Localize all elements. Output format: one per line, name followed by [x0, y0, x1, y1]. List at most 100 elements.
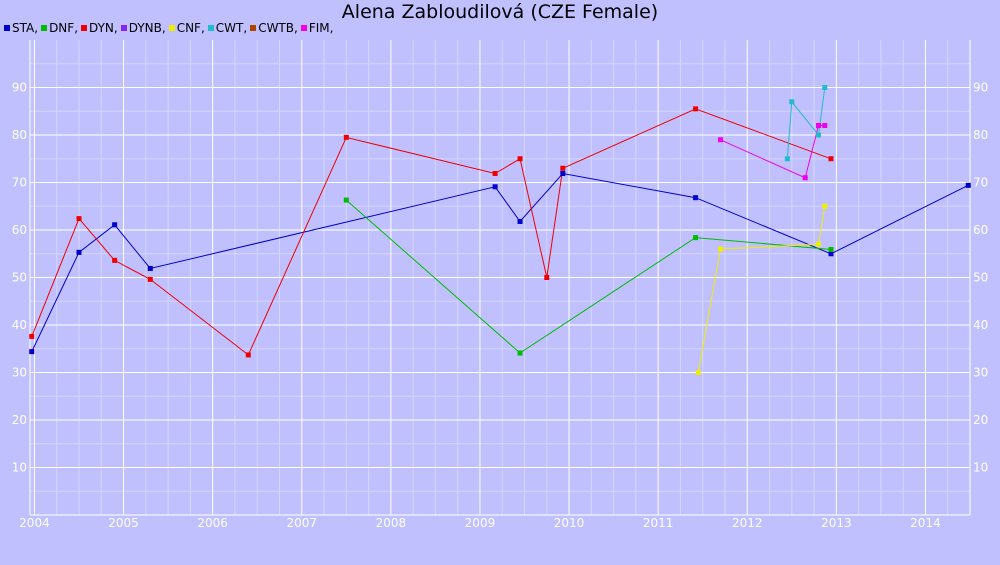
legend-item: FIM,: [300, 21, 333, 35]
data-point-dnf: [693, 235, 699, 241]
y-tick-label-left: 60: [12, 223, 27, 237]
y-tick-label-left: 10: [12, 461, 27, 475]
data-point-sta: [517, 218, 523, 224]
series-line-sta: [31, 172, 969, 352]
y-tick-label-right: 20: [973, 413, 988, 427]
data-point-cnf: [816, 241, 822, 247]
legend-item: STA,: [4, 21, 38, 35]
data-point-dyn: [343, 134, 349, 140]
legend-swatch: [41, 25, 48, 31]
legend-swatch: [300, 25, 307, 31]
x-tick-label: 2012: [732, 516, 763, 530]
y-tick-label-left: 80: [12, 128, 27, 142]
data-point-cwt: [784, 156, 790, 162]
x-tick-label: 2013: [821, 516, 852, 530]
data-point-cwt: [789, 99, 795, 105]
data-point-sta: [828, 251, 834, 257]
legend: STA, DNF, DYN, DYNB, CNF, CWT, CWTB, FIM,: [4, 20, 336, 35]
y-tick-label-left: 70: [12, 176, 27, 190]
data-point-fim: [802, 175, 808, 181]
data-point-dyn: [492, 170, 498, 176]
y-tick-label-left: 20: [12, 413, 27, 427]
data-point-dyn: [147, 276, 153, 282]
legend-label: STA: [12, 21, 35, 35]
legend-label: CNF: [176, 21, 201, 35]
series-line-dyn: [31, 108, 832, 356]
x-tick-label: 2007: [286, 516, 317, 530]
x-tick-label: 2009: [465, 516, 496, 530]
major-grid: [30, 40, 970, 515]
data-point-dyn: [828, 156, 834, 162]
x-tick-label: 2011: [643, 516, 674, 530]
data-point-sta: [112, 222, 118, 228]
data-point-sta: [29, 349, 35, 355]
y-tick-label-right: 90: [973, 81, 988, 95]
y-tick-label-left: 40: [12, 318, 27, 332]
y-tick-label-left: 50: [12, 271, 27, 285]
x-tick-label: 2008: [376, 516, 407, 530]
y-tick-label-right: 80: [973, 128, 988, 142]
data-point-sta: [147, 265, 153, 271]
data-point-sta: [693, 195, 699, 201]
y-tick-label-right: 70: [973, 176, 988, 190]
series-line-dnf: [345, 199, 832, 354]
legend-item: DYN,: [81, 21, 118, 35]
data-point-sta: [492, 184, 498, 190]
legend-swatch: [81, 25, 88, 31]
legend-label: DYNB: [128, 21, 162, 35]
legend-swatch: [207, 25, 214, 31]
legend-swatch: [120, 25, 127, 31]
data-point-sta: [76, 249, 82, 255]
data-point-dyn: [29, 333, 35, 339]
y-tick-label-right: 10: [973, 461, 988, 475]
legend-item: CWT,: [207, 21, 247, 35]
legend-label: FIM: [308, 21, 330, 35]
data-point-cnf: [718, 246, 724, 252]
data-point-cwt: [816, 132, 822, 138]
y-tick-label-right: 60: [973, 223, 988, 237]
legend-item: DNF,: [41, 21, 78, 35]
x-tick-label: 2010: [554, 516, 585, 530]
legend-swatch: [168, 25, 175, 31]
x-tick-label: 2006: [197, 516, 228, 530]
y-tick-label-right: 50: [973, 271, 988, 285]
y-tick-label-left: 90: [12, 81, 27, 95]
legend-item: DYNB,: [120, 21, 166, 35]
data-point-dyn: [544, 275, 550, 280]
x-tick-label: 2004: [19, 516, 50, 530]
data-point-dnf: [828, 246, 834, 252]
legend-label: DYN: [89, 21, 114, 35]
legend-swatch: [4, 25, 10, 31]
data-point-sta: [560, 170, 566, 176]
data-point-cwt: [822, 85, 828, 90]
legend-swatch: [250, 25, 257, 31]
x-tick-label: 2014: [910, 516, 941, 530]
legend-label: CWT: [215, 21, 244, 35]
series-line-cwt: [786, 87, 826, 159]
data-point-dyn: [112, 257, 118, 263]
legend-label: CWTB: [258, 21, 294, 35]
data-point-dyn: [245, 352, 251, 358]
data-point-dyn: [560, 165, 566, 171]
axes: [29, 40, 971, 516]
tick-labels: 2004 2005 2006 2007 2008 2009 2010 2011 2012 2013…: [12, 81, 989, 531]
data-point-cnf: [822, 203, 828, 209]
data-point-dnf: [343, 197, 349, 203]
data-point-fim: [718, 137, 724, 143]
chart-title: Alena Zabloudilová (CZE Female): [341, 1, 659, 23]
series-lines: [31, 87, 969, 373]
data-point-fim: [822, 123, 828, 128]
y-tick-label-right: 30: [973, 366, 988, 380]
data-point-dyn: [517, 156, 523, 162]
legend-item: CNF,: [168, 21, 205, 35]
y-tick-label-right: 40: [973, 318, 988, 332]
legend-label: DNF: [49, 21, 75, 35]
series-line-fim: [720, 125, 825, 179]
legend-item: CWTB,: [250, 21, 298, 35]
data-point-fim: [816, 123, 822, 128]
y-tick-label-left: 30: [12, 366, 27, 380]
x-tick-label: 2005: [108, 516, 139, 530]
series-line-cnf: [697, 206, 826, 373]
series-markers: [29, 85, 971, 375]
